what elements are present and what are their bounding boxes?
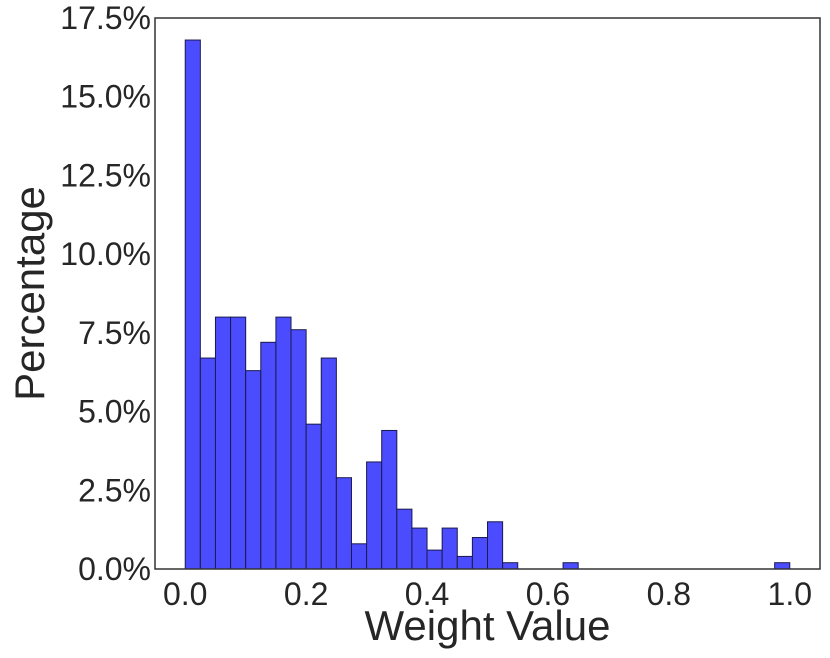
y-tick-label: 2.5% (78, 472, 151, 508)
histogram-bar (275, 316, 292, 570)
histogram-bar (774, 562, 791, 570)
x-tick-label: 0.6 (526, 576, 570, 612)
y-axis-title: Percentage (6, 186, 53, 401)
histogram-bar (411, 527, 428, 570)
histogram-bar (199, 357, 216, 570)
histogram-bar (396, 508, 413, 570)
histogram-bar (426, 549, 443, 570)
histogram-bar (320, 357, 337, 570)
y-ticks: 0.0% 2.5% 5.0% 7.5% 10.0% 12.5% 15.0% 17.5% (60, 0, 151, 587)
histogram-bar (230, 316, 247, 570)
histogram-bar (245, 370, 262, 570)
plot-frame (154, 17, 821, 570)
x-tick-label: 0.8 (647, 576, 691, 612)
histogram-bar (502, 562, 519, 570)
x-tick-label: 0.0 (163, 576, 207, 612)
y-tick-label: 10.0% (60, 236, 151, 272)
histogram-bar (456, 555, 473, 570)
x-tick-label: 1.0 (768, 576, 812, 612)
histogram-bar (381, 429, 398, 570)
x-tick-label: 0.2 (284, 576, 328, 612)
histogram-bar (350, 543, 368, 570)
histogram-bar (366, 461, 383, 570)
histogram-bar (260, 341, 277, 570)
histogram-bar (305, 423, 322, 570)
histogram-bar (214, 316, 232, 570)
x-axis-title: Weight Value (365, 602, 611, 649)
y-tick-label: 12.5% (60, 157, 151, 193)
y-tick-label: 0.0% (78, 551, 151, 587)
y-tick-label: 17.5% (60, 0, 151, 36)
histogram-bar (487, 521, 504, 570)
histogram-bar (290, 329, 307, 570)
histogram-bar (471, 537, 488, 570)
y-tick-label: 5.0% (78, 394, 151, 430)
histogram-bar (335, 477, 352, 570)
histogram-bar (441, 527, 458, 570)
histogram-bar (184, 39, 201, 570)
x-tick-label: 0.4 (405, 576, 449, 612)
y-tick-label: 15.0% (60, 79, 151, 115)
y-tick-label: 7.5% (78, 315, 151, 351)
x-ticks: 0.0 0.2 0.4 0.6 0.8 1.0 (163, 576, 812, 612)
histogram-bar (562, 562, 579, 570)
bars-layer (184, 39, 791, 570)
